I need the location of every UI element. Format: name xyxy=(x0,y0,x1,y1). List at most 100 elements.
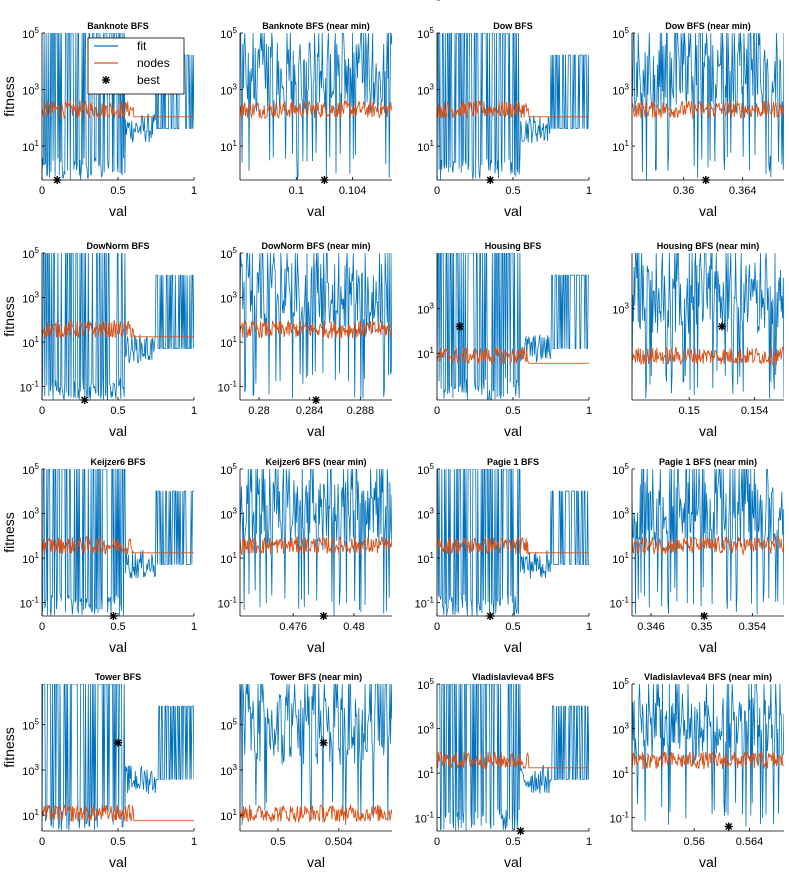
y-tick-label: 105 xyxy=(417,0,434,3)
best-marker xyxy=(114,738,122,747)
chart-panel-1: Banknote BFS 0 0.5 1 101 103 105 val fitness xyxy=(1,21,197,219)
series-fit xyxy=(632,33,784,180)
x-tick-label: 1 xyxy=(191,405,197,417)
y-tick-label: 10-1 xyxy=(218,380,238,395)
fit-line xyxy=(437,684,589,831)
fit-line xyxy=(42,33,194,180)
legend-item-best: best xyxy=(102,73,160,87)
y-tick-label: 105 xyxy=(22,26,39,41)
x-tick-label: 0 xyxy=(434,405,440,417)
chart-panel-4: Dow BFS (near min) 0.36 0.364 101 103 105 val xyxy=(612,21,784,219)
series-fit xyxy=(437,684,589,831)
chart-panel-9: Keijzer6 BFS 0 0.5 1 10-1 101 103 105 val fitness xyxy=(1,457,197,655)
chart-panel-5: DowNorm BFS 0 0.5 1 10-1 101 103 105 val fitness xyxy=(1,241,197,439)
legend: fit nodes best xyxy=(87,37,185,95)
chart-panel-13: Tower BFS 0 0.5 1 101 103 105 val fitness xyxy=(1,672,197,870)
nodes-line xyxy=(437,751,589,770)
x-axis-label: val xyxy=(699,854,717,870)
y-tick-label: 103 xyxy=(612,507,629,522)
series-nodes xyxy=(437,99,589,119)
y-tick-label: 10-1 xyxy=(20,596,40,611)
nodes-line xyxy=(437,535,589,556)
y-tick-label: 103 xyxy=(22,763,39,778)
chart-panel-6: DowNorm BFS (near min) 0.28 0.284 0.288 10-1… xyxy=(218,241,392,439)
nodes-line xyxy=(240,99,392,120)
x-axis-label: val xyxy=(504,854,522,870)
y-tick-label: 101 xyxy=(612,139,629,154)
y-tick-label: 103 xyxy=(220,83,237,98)
series-fit xyxy=(42,684,194,831)
fit-line xyxy=(437,253,589,400)
y-tick-label: 103 xyxy=(417,83,434,98)
chart-panel-7: Housing BFS 0 0.5 1 101 103 105 val xyxy=(417,0,592,439)
chart-title: Dow BFS (near min) xyxy=(665,21,751,31)
y-tick-label: 10-1 xyxy=(610,596,630,611)
x-tick-label: 0.364 xyxy=(729,185,757,197)
chart-title: Dow BFS xyxy=(493,21,533,31)
series-nodes xyxy=(42,100,194,120)
y-tick-label: 101 xyxy=(22,551,39,566)
series-fit xyxy=(240,684,392,826)
series-nodes xyxy=(632,100,784,120)
chart-panel-12: Pagie 1 BFS (near min) 0.346 0.35 0.354 10-1… xyxy=(610,457,784,655)
series-fit xyxy=(437,33,589,180)
nodes-line xyxy=(42,319,194,340)
x-tick-label: 1 xyxy=(191,185,197,197)
chart-title: Banknote BFS (near min) xyxy=(262,21,370,31)
legend-label: best xyxy=(137,73,160,87)
series-nodes xyxy=(240,99,392,120)
chart-title: Pagie 1 BFS xyxy=(487,457,539,467)
y-tick-label: 105 xyxy=(22,718,39,733)
y-tick-label: 103 xyxy=(220,507,237,522)
x-axis-label: val xyxy=(504,203,522,219)
nodes-line xyxy=(632,750,784,770)
nodes-line xyxy=(437,346,589,365)
fit-line xyxy=(42,253,194,400)
y-tick-label: 101 xyxy=(612,766,629,781)
series-nodes xyxy=(42,319,194,340)
chart-title: Banknote BFS xyxy=(87,21,149,31)
x-axis-label: val xyxy=(109,854,127,870)
x-tick-label: 0.5 xyxy=(270,836,285,848)
series-fit xyxy=(632,684,784,827)
y-tick-label: 101 xyxy=(220,551,237,566)
series-nodes xyxy=(42,803,194,823)
x-axis-label: val xyxy=(307,203,325,219)
x-axis-label: val xyxy=(504,423,522,439)
x-tick-label: 0.346 xyxy=(637,621,665,633)
chart-title: Vladislavleva4 BFS (near min) xyxy=(644,672,772,682)
y-tick-label: 10-1 xyxy=(218,596,238,611)
y-axis-label: fitness xyxy=(1,727,17,767)
x-tick-label: 0.5 xyxy=(505,836,520,848)
y-tick-label: 105 xyxy=(22,462,39,477)
nodes-line xyxy=(240,320,392,339)
x-axis-label: val xyxy=(699,639,717,655)
fit-line xyxy=(632,33,784,180)
series-fit xyxy=(42,469,194,616)
series-nodes xyxy=(632,535,784,556)
x-tick-label: 0 xyxy=(39,836,45,848)
x-tick-label: 0.354 xyxy=(739,621,767,633)
x-tick-label: 0.15 xyxy=(678,405,699,417)
fit-line xyxy=(42,684,194,831)
fit-line xyxy=(240,469,392,616)
x-tick-label: 0 xyxy=(39,405,45,417)
series-nodes xyxy=(240,804,392,824)
chart-panel-16: Vladislavleva4 BFS (near min) 0.56 0.564 10… xyxy=(610,672,784,870)
y-tick-label: 105 xyxy=(220,718,237,733)
fit-line xyxy=(437,469,589,616)
legend-label: nodes xyxy=(137,56,170,70)
series-nodes xyxy=(437,346,589,365)
fit-line xyxy=(240,33,392,180)
legend-item-nodes: nodes xyxy=(94,56,170,70)
chart-panel-3: Dow BFS 0 0.5 1 101 103 105 val xyxy=(417,21,592,219)
x-tick-label: 0.36 xyxy=(673,185,694,197)
y-tick-label: 105 xyxy=(417,26,434,41)
x-tick-label: 0.564 xyxy=(736,836,764,848)
series-fit xyxy=(42,33,194,180)
x-tick-label: 1 xyxy=(586,185,592,197)
chart-title: DowNorm BFS xyxy=(87,241,150,251)
x-tick-label: 0.56 xyxy=(683,836,704,848)
x-tick-label: 0.5 xyxy=(110,185,125,197)
